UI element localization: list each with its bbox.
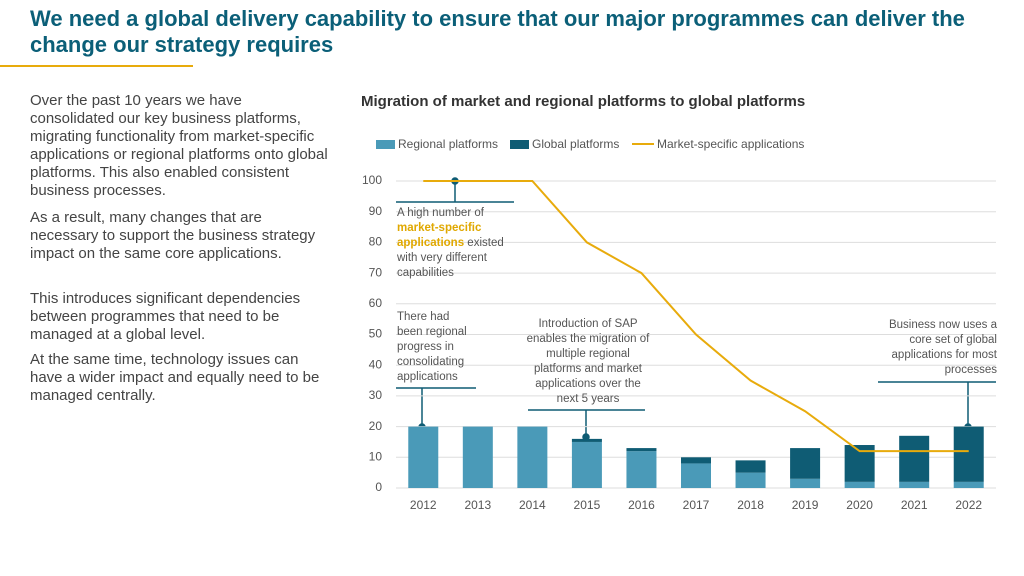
y-tick-label: 80 xyxy=(369,235,383,249)
paragraph: At the same time, technology issues can … xyxy=(30,351,320,404)
x-tick-label: 2022 xyxy=(955,498,982,512)
bar xyxy=(571,441,602,488)
y-tick-label: 50 xyxy=(369,327,383,341)
bar xyxy=(790,478,821,488)
bar xyxy=(517,426,548,488)
bar xyxy=(681,457,711,464)
bar xyxy=(899,435,930,482)
y-tick-label: 60 xyxy=(369,296,383,310)
paragraph: Over the past 10 years we have consolida… xyxy=(30,92,328,199)
y-tick-label: 100 xyxy=(362,173,382,187)
x-tick-label: 2021 xyxy=(901,498,928,512)
bar xyxy=(844,481,875,488)
bar xyxy=(462,426,493,488)
bar xyxy=(626,451,657,488)
y-tick-label: 0 xyxy=(375,480,382,494)
x-tick-label: 2019 xyxy=(792,498,819,512)
x-tick-label: 2016 xyxy=(628,498,655,512)
bar xyxy=(953,481,984,488)
legend-swatch xyxy=(376,140,395,149)
chart-title: Migration of market and regional platfor… xyxy=(361,93,805,110)
bar xyxy=(626,448,657,452)
legend-label: Regional platforms xyxy=(398,137,498,151)
bar xyxy=(408,426,439,488)
legend-label: Market-specific applications xyxy=(657,137,804,151)
y-tick-label: 30 xyxy=(369,388,383,402)
paragraph: As a result, many changes that are neces… xyxy=(30,209,316,262)
y-tick-label: 90 xyxy=(369,204,383,218)
bar xyxy=(735,460,766,473)
y-tick-label: 20 xyxy=(369,419,383,433)
annotation-text: A high number of xyxy=(397,207,484,219)
y-tick-label: 40 xyxy=(369,357,383,371)
y-tick-label: 70 xyxy=(369,265,383,279)
x-tick-label: 2014 xyxy=(519,498,546,512)
annotation: Business now uses a core set of global a… xyxy=(888,319,997,376)
bar xyxy=(681,463,711,488)
bar xyxy=(899,481,930,488)
legend-swatch xyxy=(510,140,529,149)
annotation: Introduction of SAP enables the migratio… xyxy=(526,318,650,405)
x-tick-label: 2012 xyxy=(410,498,437,512)
bar xyxy=(571,438,602,442)
annotation: There had been regional progress in cons… xyxy=(397,311,467,383)
x-tick-label: 2018 xyxy=(737,498,764,512)
bar xyxy=(790,448,821,479)
bar xyxy=(735,472,766,488)
line xyxy=(423,180,969,453)
annotation-text: existed with very different capabilities xyxy=(397,237,504,279)
paragraph: This introduces significant dependencies… xyxy=(30,290,301,343)
x-tick-label: 2013 xyxy=(464,498,491,512)
legend-label: Global platforms xyxy=(532,137,619,151)
slide-title: We need a global delivery capability to … xyxy=(30,6,965,57)
x-tick-label: 2017 xyxy=(683,498,710,512)
annotation: A high number of market-specific applica… xyxy=(397,206,517,281)
x-tick-label: 2020 xyxy=(846,498,873,512)
bar xyxy=(953,426,984,482)
x-tick-label: 2015 xyxy=(574,498,601,512)
y-tick-label: 10 xyxy=(369,449,383,463)
annotation-highlight: market-specific applications xyxy=(397,222,482,249)
